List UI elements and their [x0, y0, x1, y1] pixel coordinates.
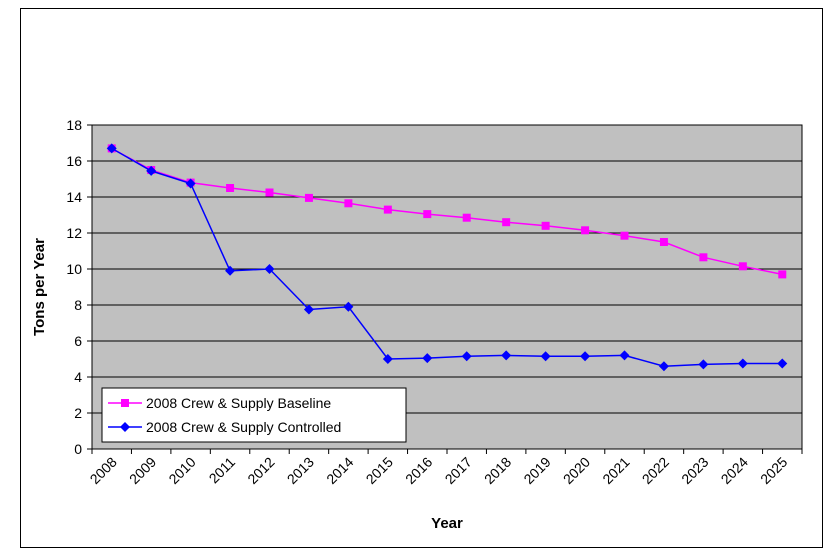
y-tick-label: 10 — [66, 261, 82, 277]
y-tick-label: 18 — [66, 117, 82, 133]
legend-box — [101, 387, 407, 443]
marker — [106, 143, 117, 154]
marker — [265, 188, 274, 197]
marker — [737, 358, 748, 369]
legend-label: 2008 Crew & Supply Controlled — [146, 419, 341, 435]
marker — [382, 354, 393, 364]
y-tick-label: 0 — [74, 441, 82, 457]
marker — [383, 205, 392, 214]
marker — [619, 350, 630, 361]
marker — [502, 218, 511, 227]
marker — [501, 350, 512, 361]
marker — [225, 265, 236, 276]
x-axis-title: Year — [431, 515, 463, 532]
marker — [777, 358, 788, 369]
marker — [462, 213, 471, 222]
marker — [423, 210, 432, 219]
marker — [422, 353, 433, 364]
marker — [226, 184, 235, 192]
marker — [121, 399, 129, 407]
marker — [185, 178, 196, 189]
y-tick-label: 12 — [66, 225, 82, 241]
marker — [461, 351, 472, 362]
marker — [581, 226, 590, 235]
marker — [540, 351, 551, 362]
y-tick-label: 6 — [74, 333, 82, 349]
marker — [659, 238, 668, 246]
series-line — [111, 147, 783, 367]
y-axis-title: Tons per Year — [31, 238, 48, 336]
marker — [778, 270, 787, 279]
marker — [146, 165, 157, 176]
marker — [343, 301, 354, 312]
marker — [303, 304, 314, 315]
marker — [344, 199, 353, 208]
y-tick-label: 4 — [74, 369, 82, 385]
marker — [658, 361, 669, 372]
marker — [620, 231, 629, 240]
marker — [304, 193, 313, 202]
marker — [264, 264, 275, 274]
marker — [699, 253, 708, 262]
y-tick-label: 16 — [66, 153, 82, 169]
series-line — [111, 147, 783, 276]
y-tick-label: 8 — [74, 297, 82, 313]
marker — [120, 422, 130, 432]
legend-label: 2008 Crew & Supply Baseline — [146, 395, 331, 411]
y-tick-label: 2 — [74, 405, 82, 421]
y-tick-label: 14 — [66, 189, 82, 205]
marker — [580, 351, 591, 362]
marker — [738, 262, 747, 271]
marker — [698, 359, 709, 370]
marker — [541, 221, 550, 230]
